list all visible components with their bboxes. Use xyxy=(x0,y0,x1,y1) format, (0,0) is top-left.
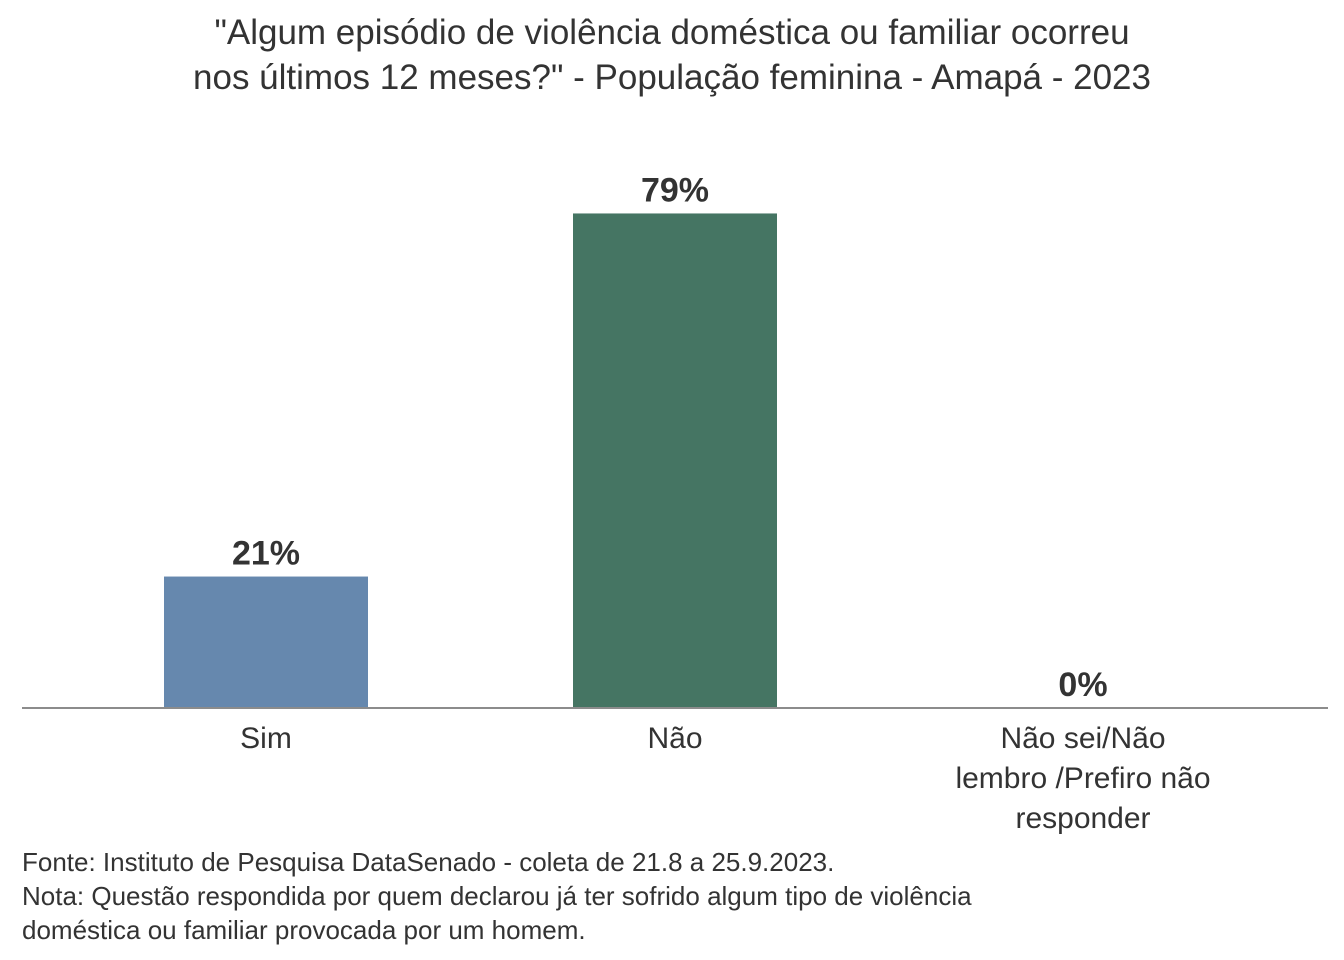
note-line-1: Nota: Questão respondida por quem declar… xyxy=(22,881,972,911)
category-label-2-line-0: Não sei/Não xyxy=(1000,722,1165,755)
chart-footer: Fonte: Instituto de Pesquisa DataSenado … xyxy=(22,845,972,947)
category-label-0-line-0: Sim xyxy=(240,722,292,755)
chart-title-line-1: "Algum episódio de violência doméstica o… xyxy=(214,13,1130,52)
bar-1 xyxy=(573,213,777,708)
chart-title: "Algum episódio de violência doméstica o… xyxy=(0,10,1344,100)
chart-title-line-2: nos últimos 12 meses?" - População femin… xyxy=(193,58,1151,97)
category-label-2-line-1: lembro /Prefiro não xyxy=(955,762,1210,795)
data-label-0: 21% xyxy=(232,535,300,573)
data-label-2: 0% xyxy=(1058,666,1107,704)
category-label-2-line-2: responder xyxy=(1015,802,1150,835)
data-label-1: 79% xyxy=(641,171,709,209)
note-line-2: doméstica ou familiar provocada por um h… xyxy=(22,915,586,945)
source-note: Fonte: Instituto de Pesquisa DataSenado … xyxy=(22,847,835,877)
bar-0 xyxy=(164,576,368,708)
category-label-1-line-0: Não xyxy=(647,722,702,755)
